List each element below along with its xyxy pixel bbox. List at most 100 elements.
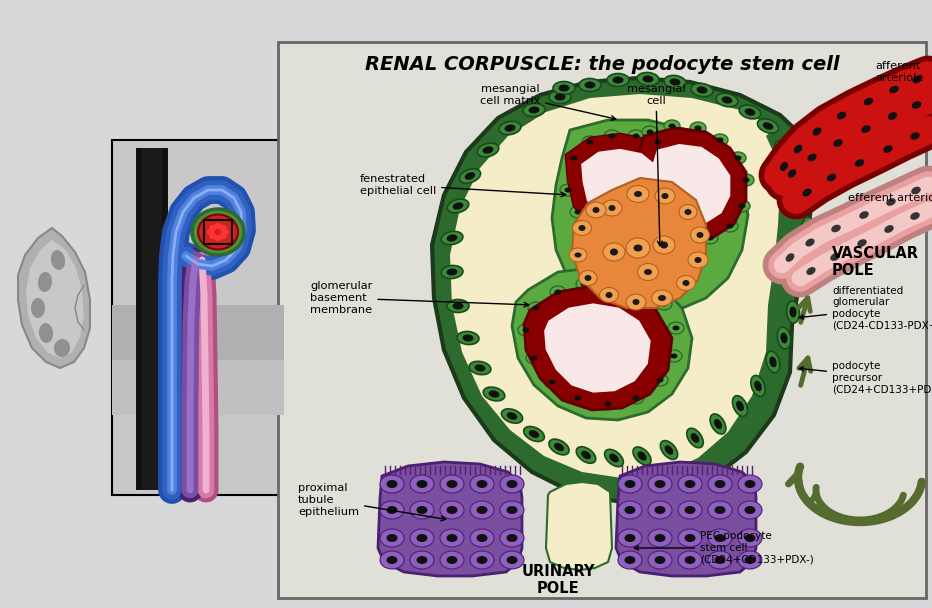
Ellipse shape bbox=[477, 143, 499, 157]
Ellipse shape bbox=[859, 211, 869, 219]
Ellipse shape bbox=[524, 426, 544, 441]
Ellipse shape bbox=[476, 480, 487, 488]
Ellipse shape bbox=[544, 376, 560, 388]
Ellipse shape bbox=[581, 451, 591, 459]
Ellipse shape bbox=[802, 252, 810, 263]
Ellipse shape bbox=[453, 202, 463, 210]
Ellipse shape bbox=[504, 125, 515, 131]
Ellipse shape bbox=[457, 331, 479, 345]
Ellipse shape bbox=[652, 230, 668, 242]
Bar bbox=[136, 148, 168, 490]
Ellipse shape bbox=[682, 240, 690, 244]
Ellipse shape bbox=[590, 222, 606, 234]
Ellipse shape bbox=[656, 378, 664, 382]
Ellipse shape bbox=[387, 506, 398, 514]
Ellipse shape bbox=[648, 551, 672, 569]
Ellipse shape bbox=[684, 209, 692, 215]
Ellipse shape bbox=[192, 209, 244, 255]
Ellipse shape bbox=[506, 480, 517, 488]
Ellipse shape bbox=[530, 356, 538, 361]
Ellipse shape bbox=[31, 298, 45, 318]
Ellipse shape bbox=[645, 232, 651, 237]
Ellipse shape bbox=[661, 302, 667, 306]
Ellipse shape bbox=[712, 134, 728, 146]
Ellipse shape bbox=[642, 75, 653, 83]
Ellipse shape bbox=[446, 235, 458, 241]
Text: mesangial
cell: mesangial cell bbox=[626, 84, 685, 246]
Ellipse shape bbox=[912, 76, 922, 83]
Ellipse shape bbox=[221, 229, 229, 235]
Ellipse shape bbox=[628, 190, 644, 202]
Ellipse shape bbox=[708, 551, 732, 569]
Ellipse shape bbox=[446, 269, 458, 275]
Ellipse shape bbox=[745, 480, 756, 488]
Text: fenestrated
epithelial cell: fenestrated epithelial cell bbox=[360, 174, 566, 197]
Ellipse shape bbox=[855, 159, 864, 167]
Ellipse shape bbox=[780, 162, 788, 171]
Ellipse shape bbox=[665, 219, 671, 224]
Ellipse shape bbox=[786, 254, 794, 262]
Ellipse shape bbox=[528, 430, 540, 438]
Ellipse shape bbox=[219, 233, 227, 239]
Ellipse shape bbox=[417, 506, 428, 514]
Ellipse shape bbox=[642, 126, 658, 138]
Ellipse shape bbox=[694, 125, 702, 131]
Ellipse shape bbox=[647, 130, 653, 134]
Text: efferent arteriole: efferent arteriole bbox=[848, 193, 932, 203]
Ellipse shape bbox=[500, 475, 524, 493]
Ellipse shape bbox=[706, 235, 714, 241]
Ellipse shape bbox=[637, 451, 647, 461]
Ellipse shape bbox=[579, 225, 585, 231]
Ellipse shape bbox=[738, 501, 762, 519]
Ellipse shape bbox=[560, 184, 576, 196]
Ellipse shape bbox=[410, 475, 434, 493]
Ellipse shape bbox=[716, 93, 738, 107]
Ellipse shape bbox=[766, 351, 780, 373]
Ellipse shape bbox=[668, 123, 676, 128]
Ellipse shape bbox=[665, 445, 674, 455]
Ellipse shape bbox=[570, 156, 578, 161]
Ellipse shape bbox=[469, 361, 491, 375]
Ellipse shape bbox=[470, 475, 494, 493]
Ellipse shape bbox=[459, 169, 481, 183]
Ellipse shape bbox=[558, 85, 569, 91]
Ellipse shape bbox=[721, 97, 733, 103]
Ellipse shape bbox=[736, 401, 744, 411]
Ellipse shape bbox=[837, 112, 846, 119]
Ellipse shape bbox=[668, 152, 684, 164]
Ellipse shape bbox=[656, 298, 672, 310]
Ellipse shape bbox=[687, 428, 704, 447]
Ellipse shape bbox=[637, 263, 659, 280]
Ellipse shape bbox=[696, 232, 704, 238]
Ellipse shape bbox=[644, 269, 652, 275]
Ellipse shape bbox=[793, 274, 806, 296]
Ellipse shape bbox=[595, 226, 601, 230]
Ellipse shape bbox=[648, 501, 672, 519]
Ellipse shape bbox=[500, 529, 524, 547]
Ellipse shape bbox=[684, 480, 695, 488]
Ellipse shape bbox=[633, 193, 639, 198]
Ellipse shape bbox=[652, 374, 668, 386]
Ellipse shape bbox=[500, 122, 521, 135]
Ellipse shape bbox=[207, 229, 215, 235]
Text: VASCULAR
POLE: VASCULAR POLE bbox=[832, 246, 919, 278]
Bar bbox=[142, 148, 162, 490]
Ellipse shape bbox=[911, 101, 922, 109]
Ellipse shape bbox=[684, 534, 695, 542]
Ellipse shape bbox=[692, 83, 713, 97]
Ellipse shape bbox=[410, 551, 434, 569]
Ellipse shape bbox=[488, 390, 500, 398]
Ellipse shape bbox=[802, 196, 811, 204]
Ellipse shape bbox=[612, 77, 624, 83]
Ellipse shape bbox=[441, 231, 463, 244]
Ellipse shape bbox=[679, 204, 697, 219]
Ellipse shape bbox=[549, 379, 555, 384]
Ellipse shape bbox=[523, 328, 529, 333]
Ellipse shape bbox=[417, 480, 428, 488]
Ellipse shape bbox=[572, 221, 592, 235]
Ellipse shape bbox=[654, 139, 662, 145]
Ellipse shape bbox=[638, 286, 646, 291]
Ellipse shape bbox=[691, 227, 709, 243]
Ellipse shape bbox=[506, 534, 517, 542]
Ellipse shape bbox=[708, 501, 732, 519]
